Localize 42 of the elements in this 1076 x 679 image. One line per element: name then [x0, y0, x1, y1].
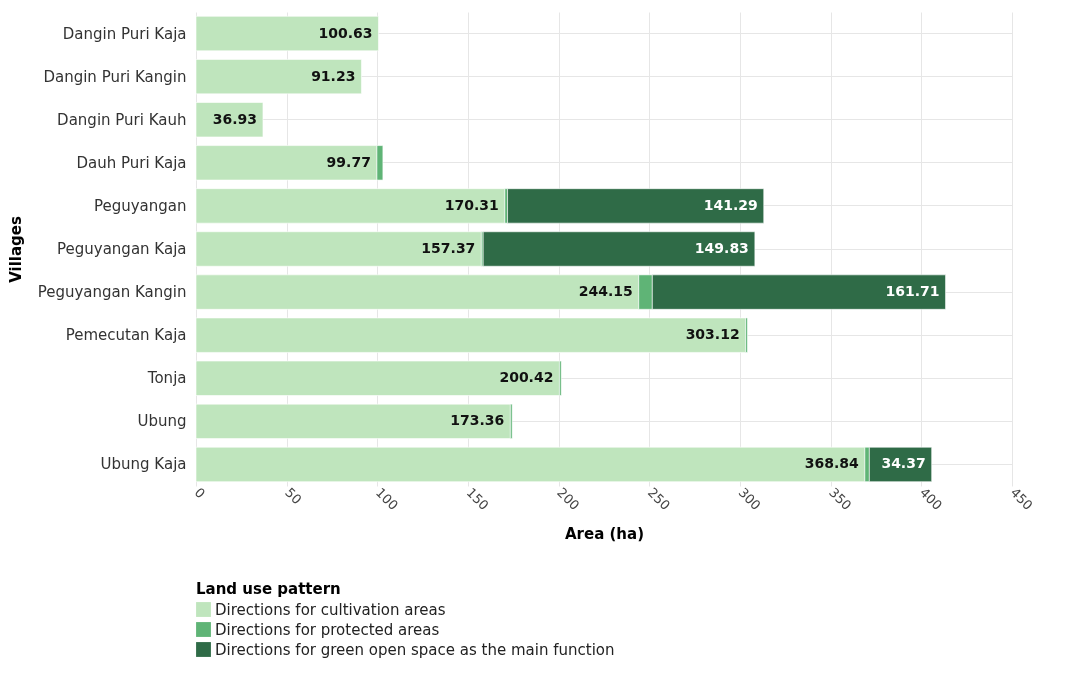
x-tick-label: 250 — [644, 484, 674, 514]
y-tick-label: Peguyangan Kangin — [37, 283, 187, 302]
x-tick-label: 50 — [282, 484, 305, 508]
legend-label: Directions for cultivation areas — [215, 600, 446, 619]
data-label: 99.77 — [326, 153, 371, 170]
x-tick-label: 0 — [191, 484, 209, 502]
data-label: 34.37 — [881, 455, 926, 472]
data-label: 161.71 — [885, 283, 940, 300]
data-label: 100.63 — [318, 24, 373, 41]
x-tick-label: 400 — [916, 484, 946, 514]
y-tick-label: Pemecutan Kaja — [65, 326, 187, 345]
data-label: 244.15 — [578, 283, 633, 300]
data-label: 368.84 — [804, 455, 860, 472]
x-tick-label: 350 — [826, 484, 855, 514]
y-tick-label: Peguyangan Kaja — [57, 240, 187, 258]
y-tick-label: Tonja — [146, 369, 187, 388]
data-label: 91.23 — [311, 67, 356, 84]
x-tick-label: 100 — [372, 484, 402, 514]
y-axis-title: Villages — [6, 216, 25, 283]
data-label: 149.83 — [694, 240, 749, 256]
x-tick-label: 150 — [463, 484, 492, 514]
y-tick-label: Ubung — [137, 412, 187, 431]
data-label: 170.31 — [444, 196, 499, 213]
legend-label: Directions for protected areas — [215, 620, 440, 639]
y-tick-label: Peguyangan — [93, 196, 187, 215]
data-label: 303.12 — [685, 326, 740, 343]
data-label: 157.37 — [421, 240, 476, 256]
legend-title: Land use pattern — [196, 580, 341, 598]
data-label: 173.36 — [450, 412, 505, 429]
x-tick-label: 300 — [735, 484, 764, 514]
data-label: 36.93 — [212, 110, 257, 127]
x-axis-title: Area (ha) — [564, 525, 645, 543]
y-tick-label: Dangin Puri Kangin — [43, 67, 187, 86]
y-tick-label: Dangin Puri Kauh — [57, 110, 187, 129]
y-tick-label: Dauh Puri Kaja — [76, 153, 187, 172]
data-label: 141.29 — [703, 196, 758, 213]
y-tick-label: Ubung Kaja — [100, 455, 187, 474]
x-tick-label: 450 — [1007, 484, 1036, 514]
legend-label: Directions for green open space as the main function — [215, 640, 615, 659]
y-tick-label: Dangin Puri Kaja — [62, 24, 187, 43]
x-tick-label: 200 — [554, 484, 583, 514]
data-label: 200.42 — [499, 369, 554, 386]
